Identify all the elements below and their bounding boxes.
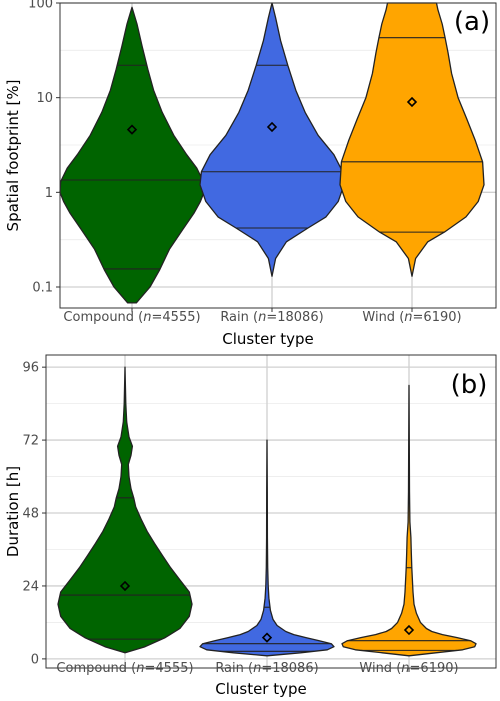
x-tick-label: Wind (n=6190) [362, 310, 461, 325]
y-axis-title: Spatial footprint [%] [4, 80, 22, 232]
mean-marker [266, 121, 278, 133]
x-tick-label: Compound (n=4555) [56, 661, 193, 676]
violin-compound [59, 6, 205, 304]
x-axis-title: Cluster type [222, 330, 314, 348]
panel-a: 0.1 1 10 100 Compound (n=4555) Rain (n=18086)… [4, 0, 497, 348]
y-tick-label: 72 [22, 434, 39, 449]
x-tick-label: Compound (n=4555) [63, 310, 200, 325]
x-tick-label: Rain (n=18086) [220, 310, 323, 325]
panel-b: 0 24 48 72 96 Compound (n=4555) Rain (n=18086)… [4, 354, 497, 698]
panel-border [59, 2, 497, 309]
y-tick-label: 48 [22, 507, 39, 522]
y-axis-title: Duration [h] [4, 466, 22, 557]
violin-compound [57, 366, 193, 654]
violin-rain [199, 439, 335, 657]
x-tick-label: Wind (n=6190) [359, 661, 458, 676]
y-tick-label: 0 [31, 652, 39, 667]
violin-wind [341, 384, 477, 657]
mean-marker [403, 624, 415, 636]
mean-marker [406, 96, 418, 108]
mean-marker [126, 124, 138, 135]
y-tick-label: 96 [22, 361, 39, 376]
panel-label: (b) [451, 370, 488, 400]
y-tick-label: 0.1 [32, 280, 53, 295]
panel-label: (a) [454, 7, 490, 37]
mean-marker [119, 580, 131, 592]
y-tick-label: 1 [45, 186, 53, 201]
y-tick-label: 24 [22, 579, 39, 594]
mean-marker [261, 632, 273, 643]
y-tick-label: 10 [36, 91, 53, 106]
panel-border [45, 354, 497, 669]
y-tick-label: 100 [28, 0, 53, 12]
x-tick-label: Rain (n=18086) [215, 661, 318, 676]
x-axis-title: Cluster type [215, 680, 307, 698]
